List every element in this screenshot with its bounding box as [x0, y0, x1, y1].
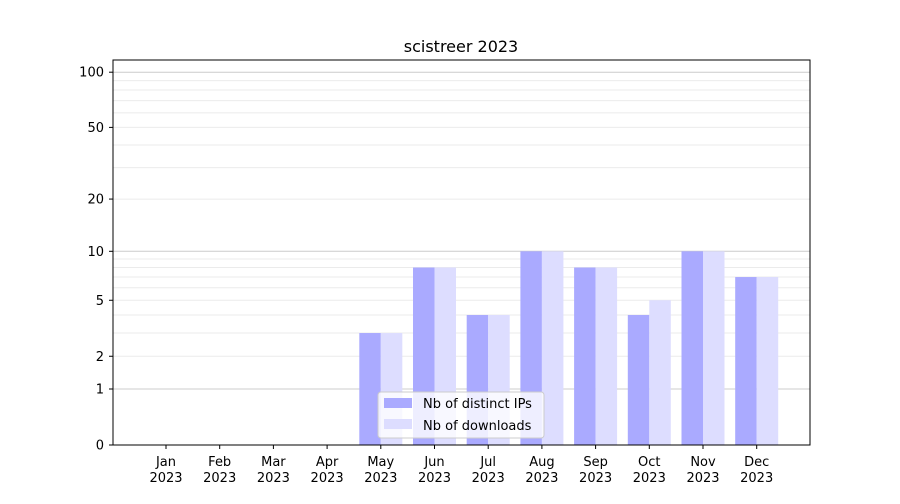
x-tick-label-month: Mar	[261, 455, 286, 470]
bar-downloads	[756, 277, 779, 445]
x-tick-label-year: 2023	[364, 471, 397, 486]
x-tick-label-month: Jun	[423, 455, 444, 470]
legend-label-ips: Nb of distinct IPs	[423, 397, 532, 412]
plot-frame	[112, 59, 811, 446]
y-tick-label: 1	[96, 383, 104, 398]
chart-title: scistreer 2023	[404, 37, 518, 56]
bar-downloads	[595, 267, 618, 445]
x-tick-label-year: 2023	[633, 471, 666, 486]
bar-downloads	[649, 300, 671, 445]
x-tick-label-month: Oct	[638, 455, 660, 470]
legend: Nb of distinct IPs Nb of downloads	[377, 391, 545, 439]
bar-distinct-ips	[681, 251, 703, 445]
x-tick-label-month: Jan	[155, 455, 176, 470]
y-tick-label: 100	[79, 66, 104, 81]
bar-distinct-ips	[627, 314, 650, 445]
x-tick-label-month: Apr	[316, 455, 339, 470]
legend-swatch-ips	[384, 398, 412, 408]
x-tick-label-year: 2023	[740, 471, 773, 486]
y-tick-label: 5	[96, 294, 104, 309]
x-tick-label-month: Aug	[529, 455, 554, 470]
y-tick-label: 10	[87, 245, 104, 260]
x-tick-label-year: 2023	[472, 471, 505, 486]
x-tick-label-year: 2023	[525, 471, 558, 486]
x-tick-label-month: Nov	[690, 455, 716, 470]
x-tick-label-year: 2023	[203, 471, 236, 486]
y-tick-label: 0	[96, 439, 104, 454]
bar-downloads	[541, 251, 564, 445]
bar-downloads	[703, 251, 725, 445]
x-tick-label-month: May	[367, 455, 394, 470]
bar-distinct-ips	[574, 267, 596, 445]
x-tick-label-month: Sep	[583, 455, 608, 470]
x-tick-label-month: Jul	[479, 455, 496, 470]
x-tick-label-year: 2023	[418, 471, 451, 486]
bar-distinct-ips	[735, 277, 757, 445]
y-tick-label: 50	[87, 121, 104, 136]
legend-label-downloads: Nb of downloads	[423, 419, 532, 434]
y-tick-label: 20	[87, 193, 104, 208]
x-tick-label-month: Feb	[208, 455, 231, 470]
x-tick-label-year: 2023	[257, 471, 290, 486]
bar-distinct-ips	[359, 333, 381, 445]
x-tick-label-month: Dec	[744, 455, 769, 470]
x-tick-label-year: 2023	[149, 471, 182, 486]
x-tick-label-year: 2023	[311, 471, 344, 486]
y-tick-label: 2	[96, 350, 104, 365]
x-tick-label-year: 2023	[686, 471, 719, 486]
legend-swatch-downloads	[384, 419, 412, 429]
x-tick-label-year: 2023	[579, 471, 612, 486]
